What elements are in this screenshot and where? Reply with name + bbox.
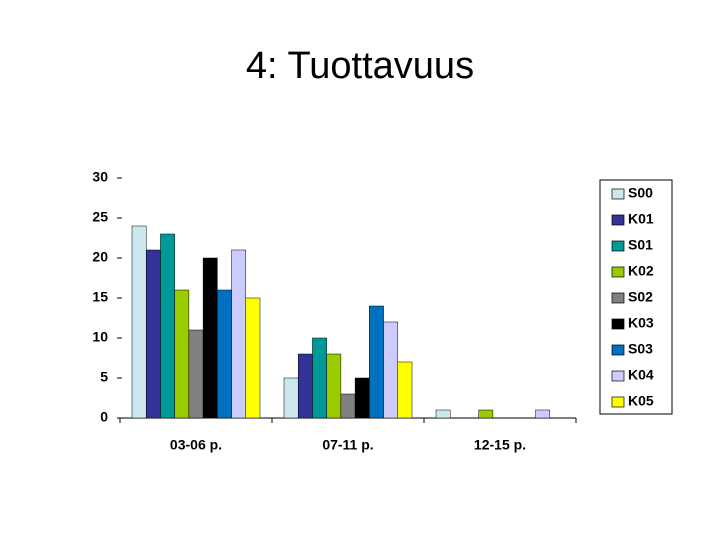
legend-swatch	[611, 292, 625, 304]
legend-swatch	[611, 344, 625, 356]
y-tick-label: 0	[100, 409, 108, 425]
chart-title: 4: Tuottavuus	[246, 45, 474, 87]
legend-swatch	[611, 214, 625, 226]
bar	[160, 233, 175, 419]
legend-label: S01	[628, 237, 653, 253]
x-tick-label: 07-11 p.	[322, 437, 373, 453]
legend-label: S02	[628, 289, 653, 305]
legend-label: S03	[628, 341, 653, 357]
bar	[188, 329, 204, 419]
bar	[174, 289, 190, 419]
legend-swatch	[611, 370, 625, 382]
legend-label: K03	[628, 315, 654, 331]
x-tick-label: 12-15 p.	[474, 437, 526, 453]
legend-label: K02	[628, 263, 654, 279]
legend-swatch	[611, 266, 625, 278]
y-tick-label: 10	[92, 329, 108, 345]
bar	[283, 377, 299, 419]
y-tick-label: 20	[92, 249, 108, 265]
bar	[478, 409, 494, 419]
bar	[312, 337, 327, 419]
bar	[535, 409, 551, 419]
bar	[340, 393, 356, 419]
y-tick-label: 15	[92, 289, 108, 305]
legend-label: K04	[628, 367, 654, 383]
legend-swatch	[611, 188, 625, 200]
bar	[231, 249, 247, 419]
y-tick-label: 25	[92, 209, 108, 225]
bar	[202, 257, 218, 419]
bar	[245, 297, 261, 419]
bar	[297, 353, 313, 419]
bar	[397, 361, 413, 419]
bar	[383, 321, 399, 419]
bar	[369, 305, 384, 419]
y-tick-label: 30	[92, 169, 108, 185]
y-tick-label: 5	[100, 369, 108, 385]
bar	[145, 249, 161, 419]
bar	[131, 225, 147, 419]
legend-swatch	[611, 240, 625, 252]
bar	[326, 353, 342, 419]
legend-swatch	[611, 318, 625, 330]
legend-label: K01	[628, 211, 654, 227]
bar	[354, 377, 370, 419]
legend-swatch	[611, 396, 625, 408]
bar	[217, 289, 232, 419]
x-tick-label: 03-06 p.	[170, 437, 222, 453]
legend-label: K05	[628, 393, 654, 409]
bar	[435, 409, 451, 419]
legend-label: S00	[628, 185, 653, 201]
